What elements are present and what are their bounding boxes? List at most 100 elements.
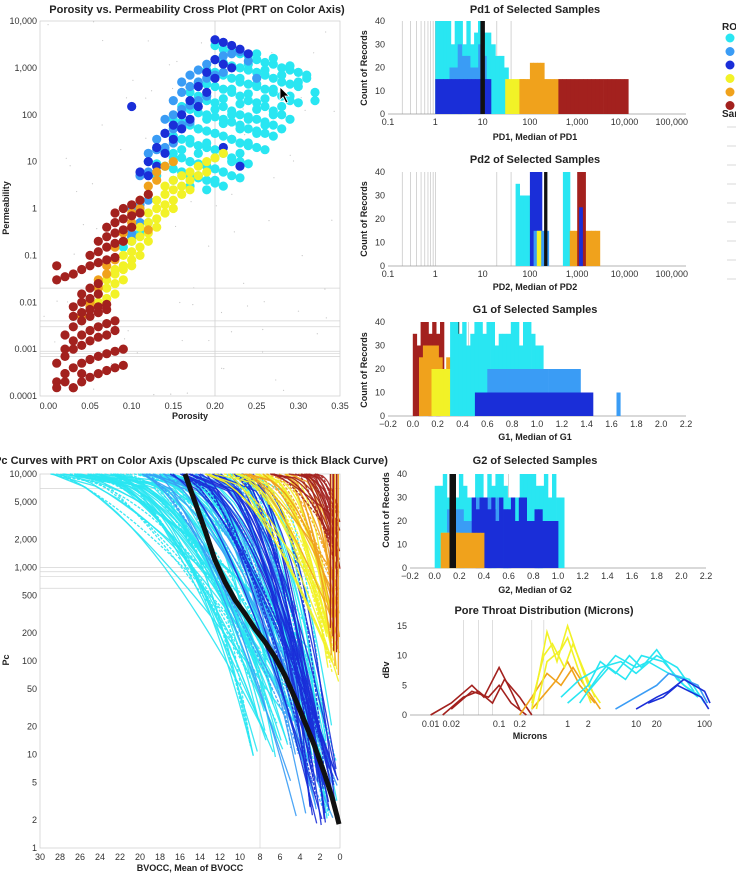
pd1-panel[interactable]: Pd1 of Selected Samples PD1, Median of P… [359, 4, 688, 142]
hist-bar [456, 532, 461, 569]
scatter-background-dot [120, 148, 122, 151]
scatter-point [135, 242, 145, 252]
scatter-point [193, 108, 203, 118]
hist-bar [486, 32, 492, 114]
pore-x-tick: 2 [586, 719, 591, 729]
scatter-point [110, 289, 120, 299]
hist-bar [527, 79, 532, 114]
scatter-background-dot [220, 311, 223, 314]
scatter-x-tick: 0.30 [290, 401, 308, 411]
hist-x-tick: 0.0 [407, 419, 420, 429]
pc-curve [205, 473, 314, 767]
scatter-point [160, 148, 170, 158]
hist-y-tick: 0 [380, 411, 385, 421]
hist-bar [615, 79, 621, 114]
scatter-background-dot [273, 177, 275, 179]
hist-x-tick: 0.2 [453, 571, 466, 581]
scatter-point [160, 114, 170, 124]
pd2-panel[interactable]: Pd2 of Selected Samples PD2, Median of P… [359, 154, 688, 292]
scatter-background-dot [263, 301, 265, 303]
scatter-point [243, 159, 253, 169]
hist-bar [446, 21, 452, 114]
scatter-point [60, 272, 70, 282]
scatter-background-dot [147, 40, 149, 42]
scatter-background-dot [170, 393, 172, 395]
scatter-point [93, 322, 103, 332]
scatter-point [243, 56, 253, 66]
scatter-point [202, 167, 212, 177]
pore-y-tick: 0 [402, 710, 407, 720]
scatter-point [127, 200, 137, 210]
g1-histogram: 0 10 20 30 40 −0.2 0.0 0.2 0.4 0.6 0.8 1.0 1.2 1.4 1.6… [375, 317, 692, 429]
scatter-background-dot [176, 60, 178, 63]
hist-y-tick: 20 [375, 63, 385, 73]
pore-throat-y-label: dBv [381, 661, 391, 678]
scatter-point [168, 175, 178, 185]
scatter-background-dot [325, 317, 327, 319]
scatter-point [118, 225, 128, 235]
hist-bar [526, 521, 531, 568]
scatter-background-dot [101, 124, 103, 126]
scatter-background-dot [333, 110, 335, 112]
pore-y-tick: 5 [402, 680, 407, 690]
scatter-point [218, 101, 228, 112]
hist-bar [511, 392, 516, 416]
hist-bar [439, 21, 444, 114]
hist-bar [475, 79, 480, 114]
hist-bar [467, 79, 472, 114]
scatter-background-dot [111, 362, 113, 365]
pc-curves-panel[interactable]: Pc Curves with PRT on Color Axis (Upscal… [0, 455, 388, 873]
pc-curve [182, 473, 335, 786]
pd1-x-label: PD1, Median of PD1 [493, 132, 578, 142]
pd2-x-label: PD2, Median of PD2 [493, 282, 578, 292]
hist-bar [537, 62, 541, 114]
pc-y-tick: 5 [32, 778, 37, 788]
g1-x-label: G1, Median of G1 [498, 432, 572, 442]
scatter-point [202, 67, 212, 77]
scatter-point [227, 73, 237, 83]
scatter-background-dot [54, 341, 56, 343]
scatter-background-dot [233, 231, 235, 233]
pc-curve [245, 473, 331, 616]
pc-curve [297, 473, 338, 569]
hist-bar [620, 79, 625, 114]
pore-throat-line [560, 654, 695, 698]
hist-bar [470, 333, 475, 417]
hist-bar [438, 485, 444, 569]
pore-throat-panel[interactable]: Pore Throat Distribution (Microns) Micro… [381, 605, 712, 741]
scatter-point [77, 264, 87, 275]
scatter-point [202, 114, 212, 124]
scatter-point [77, 297, 87, 307]
hist-bar [522, 497, 527, 568]
color-legend[interactable]: RO Sar [722, 22, 736, 280]
hist-bar [422, 345, 428, 416]
hist-bar [491, 497, 496, 568]
scatter-background-dot [261, 351, 264, 353]
g2-panel[interactable]: G2 of Selected Samples G2, Median of G2 … [381, 455, 712, 595]
pc-x-tick: 20 [135, 852, 145, 862]
poro-perm-points [52, 35, 320, 393]
hist-x-tick: 0.0 [428, 571, 441, 581]
scatter-point [235, 148, 245, 158]
poro-perm-panel[interactable]: Porosity vs. Permeability Cross Plot (PR… [1, 4, 349, 421]
scatter-point [152, 195, 162, 205]
scatter-point [210, 145, 220, 155]
g1-panel[interactable]: G1 of Selected Samples G1, Median of G1 … [359, 304, 692, 442]
hist-x-tick: 100 [522, 269, 537, 279]
scatter-point [235, 110, 245, 120]
scatter-point [135, 167, 145, 177]
scatter-point [177, 87, 187, 97]
poro-perm-y-ticks: 0.0001 0.001 0.01 0.1 1 10 100 1,000 10,000 [9, 16, 37, 401]
scatter-point [268, 120, 278, 130]
scatter-point [210, 153, 220, 163]
hist-bar [527, 392, 533, 416]
g2-histogram: 0 10 20 30 40 −0.2 0.0 0.2 0.4 0.6 0.8 1.0 1.2 1.4 1.6… [397, 469, 712, 581]
scatter-y-tick: 0.001 [14, 344, 37, 354]
scatter-background-dot [242, 108, 244, 110]
hist-y-tick: 10 [397, 540, 407, 550]
pc-curve [229, 473, 333, 726]
scatter-background-dot [192, 304, 194, 306]
scatter-point [118, 236, 128, 246]
pd2-histogram: 0 10 20 30 40 0.1 1 10 100 1,000 10,000 100,000 [375, 167, 688, 279]
scatter-point [177, 124, 187, 134]
